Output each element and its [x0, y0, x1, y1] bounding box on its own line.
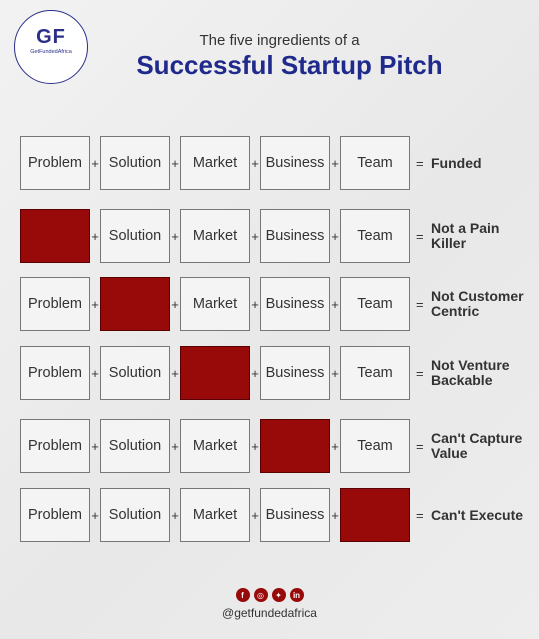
- plus-sign: +: [171, 438, 179, 454]
- logo-mark: GF: [36, 26, 66, 48]
- ingredient-box: Market: [180, 209, 250, 263]
- plus-sign: +: [91, 365, 99, 381]
- plus-sign: +: [251, 296, 259, 312]
- ingredient-box: Business: [260, 136, 330, 190]
- ingredient-box: Market: [180, 136, 250, 190]
- ingredient-box: Solution: [100, 136, 170, 190]
- instagram-icon[interactable]: ◎: [253, 588, 268, 602]
- pitch-row: Problem + Solution + Market + + Team = Can't Capt…: [20, 419, 530, 473]
- logo-text: GetFundedAfrica: [30, 49, 72, 55]
- ingredient-box: Solution: [100, 419, 170, 473]
- plus-sign: +: [331, 365, 339, 381]
- ingredient-box: Team: [340, 209, 410, 263]
- equals-sign: =: [416, 155, 424, 171]
- ingredient-box: Business: [260, 277, 330, 331]
- missing-ingredient-box: [260, 419, 330, 473]
- plus-sign: +: [331, 228, 339, 244]
- ingredient-box: Business: [260, 488, 330, 542]
- missing-ingredient-box: [100, 277, 170, 331]
- missing-ingredient-box: [340, 488, 410, 542]
- equals-sign: =: [416, 365, 424, 381]
- missing-ingredient-box: [20, 209, 90, 263]
- plus-sign: +: [251, 155, 259, 171]
- pitch-row: Problem + Solution + + Business + Team = Not Vent…: [20, 346, 530, 400]
- linkedin-icon[interactable]: in: [289, 588, 304, 602]
- pitch-outcome: Can't Capture Value: [431, 430, 523, 461]
- plus-sign: +: [331, 155, 339, 171]
- plus-sign: +: [331, 438, 339, 454]
- pitch-outcome: Funded: [431, 154, 482, 171]
- plus-sign: +: [91, 296, 99, 312]
- plus-sign: +: [91, 155, 99, 171]
- plus-sign: +: [331, 296, 339, 312]
- ingredient-box: Problem: [20, 136, 90, 190]
- ingredient-box: Business: [260, 209, 330, 263]
- equals-sign: =: [416, 507, 424, 523]
- ingredient-box: Team: [340, 136, 410, 190]
- plus-sign: +: [171, 228, 179, 244]
- ingredient-box: Problem: [20, 277, 90, 331]
- ingredient-box: Problem: [20, 419, 90, 473]
- ingredient-box: Problem: [20, 346, 90, 400]
- missing-ingredient-box: [180, 346, 250, 400]
- pitch-row: Problem + Solution + Market + Business + Team = Fu…: [20, 136, 530, 190]
- social-handle: @getfundedafrica: [222, 606, 317, 620]
- ingredient-box: Business: [260, 346, 330, 400]
- facebook-icon[interactable]: f: [235, 588, 250, 602]
- plus-sign: +: [171, 296, 179, 312]
- plus-sign: +: [171, 365, 179, 381]
- ingredient-box: Market: [180, 488, 250, 542]
- heading-title: Successful Startup Pitch: [136, 50, 443, 80]
- pitch-outcome: Not Venture Backable: [431, 357, 510, 388]
- ingredient-box: Market: [180, 419, 250, 473]
- plus-sign: +: [171, 155, 179, 171]
- ingredient-box: Solution: [100, 209, 170, 263]
- plus-sign: +: [251, 365, 259, 381]
- pitch-outcome: Not Customer Centric: [431, 288, 524, 319]
- pitch-row: + Solution + Market + Business + Team = Not a Pai…: [20, 209, 530, 263]
- plus-sign: +: [251, 228, 259, 244]
- plus-sign: +: [171, 507, 179, 523]
- pitch-outcome: Can't Execute: [431, 506, 524, 523]
- ingredient-box: Solution: [100, 488, 170, 542]
- ingredient-box: Team: [340, 346, 410, 400]
- ingredient-box: Team: [340, 419, 410, 473]
- plus-sign: +: [251, 438, 259, 454]
- equals-sign: =: [416, 296, 424, 312]
- ingredient-box: Problem: [20, 488, 90, 542]
- social-icons: f ◎ ✦ in: [0, 588, 539, 602]
- heading-subtitle: The five ingredients of a: [199, 32, 360, 49]
- twitter-icon[interactable]: ✦: [271, 588, 286, 602]
- ingredient-box: Market: [180, 277, 250, 331]
- pitch-row: Problem + + Market + Business + Team = Not Custom…: [20, 277, 530, 331]
- plus-sign: +: [91, 438, 99, 454]
- ingredient-box: Team: [340, 277, 410, 331]
- plus-sign: +: [251, 507, 259, 523]
- plus-sign: +: [331, 507, 339, 523]
- equals-sign: =: [416, 438, 424, 454]
- pitch-row: Problem + Solution + Market + Business + = Can't …: [20, 488, 530, 542]
- pitch-outcome: Not a Pain Killer: [431, 220, 500, 251]
- equals-sign: =: [416, 228, 424, 244]
- ingredient-box: Solution: [100, 346, 170, 400]
- plus-sign: +: [91, 228, 99, 244]
- plus-sign: +: [91, 507, 99, 523]
- logo: GF GetFundedAfrica: [14, 10, 88, 84]
